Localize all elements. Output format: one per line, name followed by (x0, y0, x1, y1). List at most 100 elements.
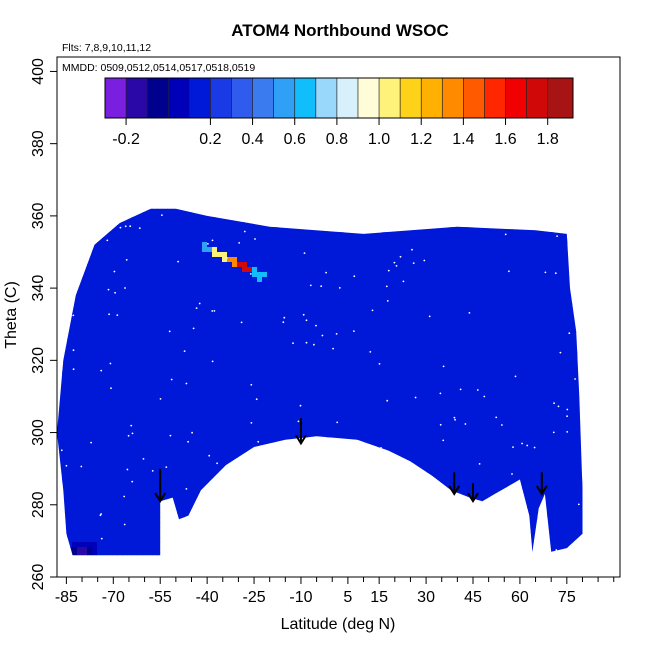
surface-cell (372, 252, 378, 258)
surface-cell (137, 247, 143, 253)
surface-cell (462, 222, 468, 228)
surface-cell (417, 167, 422, 172)
surface-cell (422, 202, 427, 207)
surface-cell (72, 247, 78, 253)
surface-cell (182, 267, 188, 273)
surface-cell (527, 147, 532, 152)
surface-cell (352, 257, 358, 263)
surface-cell (227, 212, 233, 218)
surface-cell (457, 72, 462, 77)
surface-cell (97, 257, 103, 263)
surface-cell (122, 257, 128, 263)
surface-cell (437, 212, 443, 218)
surface-cell (207, 272, 213, 278)
surface-cell (202, 217, 208, 223)
surface-cell (97, 157, 102, 162)
surface-cell (252, 222, 258, 228)
surface-cell (162, 132, 167, 137)
surface-cell (77, 152, 82, 157)
surface-cell (347, 167, 352, 172)
surface-cell (427, 122, 432, 127)
surface-cell (307, 197, 312, 202)
surface-cell (312, 157, 317, 162)
surface-cell (347, 232, 353, 238)
surface-cell (362, 167, 367, 172)
surface-cell (522, 227, 528, 233)
surface-cell (307, 237, 313, 243)
surface-cell (592, 82, 597, 87)
surface-cell (452, 252, 458, 258)
surface-cell (487, 272, 493, 278)
surface-cell (552, 242, 558, 248)
surface-cell (412, 208, 418, 213)
surface-cell (287, 212, 293, 218)
surface-cell (462, 202, 467, 207)
surface-cell (527, 127, 532, 132)
surface-cell (447, 257, 453, 263)
surface-cell (312, 202, 317, 207)
surface-cell (232, 208, 238, 213)
surface-cell (532, 122, 537, 127)
surface-cell (357, 192, 362, 197)
surface-cell (337, 197, 342, 202)
surface-cell (147, 152, 152, 157)
surface-cell (507, 177, 512, 182)
surface-cell (167, 242, 173, 248)
surface-cell (212, 182, 217, 187)
surface-cell (477, 267, 483, 273)
surface-cell (92, 82, 97, 87)
surface-cell (57, 147, 62, 152)
surface-cell (377, 257, 383, 263)
surface-cell (532, 227, 538, 233)
surface-cell (82, 192, 87, 197)
surface-cell (142, 232, 148, 238)
surface-cell (332, 162, 337, 167)
surface-cell (277, 217, 283, 223)
surface-cell (342, 242, 348, 248)
surface-cell (607, 212, 612, 217)
surface-cell (557, 242, 563, 248)
surface-cell (357, 167, 362, 172)
surface-cell (267, 172, 272, 177)
surface-cell (177, 227, 183, 233)
surface-cell (157, 202, 162, 207)
surface-cell (552, 212, 558, 218)
surface-cell (522, 152, 527, 157)
surface-cell (382, 62, 387, 67)
surface-cell (177, 197, 182, 202)
surface-cell (457, 222, 463, 228)
surface-cell (537, 208, 543, 213)
surface-cell (112, 272, 118, 278)
surface-cell (547, 252, 553, 258)
surface-cell (82, 267, 88, 273)
surface-cell (57, 127, 62, 132)
surface-cell (272, 172, 277, 177)
surface-cell (277, 272, 283, 278)
surface-cell (227, 167, 232, 172)
surface-cell (587, 167, 592, 172)
surface-cell (442, 208, 448, 213)
surface-cell (357, 122, 362, 127)
surface-cell (247, 162, 252, 167)
surface-cell (147, 267, 153, 273)
surface-cell (152, 262, 158, 268)
surface-cell (137, 262, 143, 268)
surface-cell (92, 167, 97, 172)
surface-cell (597, 122, 602, 127)
surface-cell (502, 222, 508, 228)
surface-cell (352, 177, 357, 182)
surface-cell (597, 62, 602, 67)
surface-cell (587, 152, 592, 157)
surface-cell (167, 272, 173, 278)
surface-cell (317, 122, 322, 127)
surface-cell (607, 207, 612, 212)
surface-cell (142, 202, 147, 207)
surface-cell (427, 272, 433, 278)
surface-cell (407, 57, 412, 62)
surface-cell (297, 262, 303, 268)
surface-cell (107, 157, 112, 162)
surface-cell (192, 182, 197, 187)
surface-cell (582, 267, 583, 273)
surface-cell (212, 172, 217, 177)
surface-cell (452, 157, 457, 162)
